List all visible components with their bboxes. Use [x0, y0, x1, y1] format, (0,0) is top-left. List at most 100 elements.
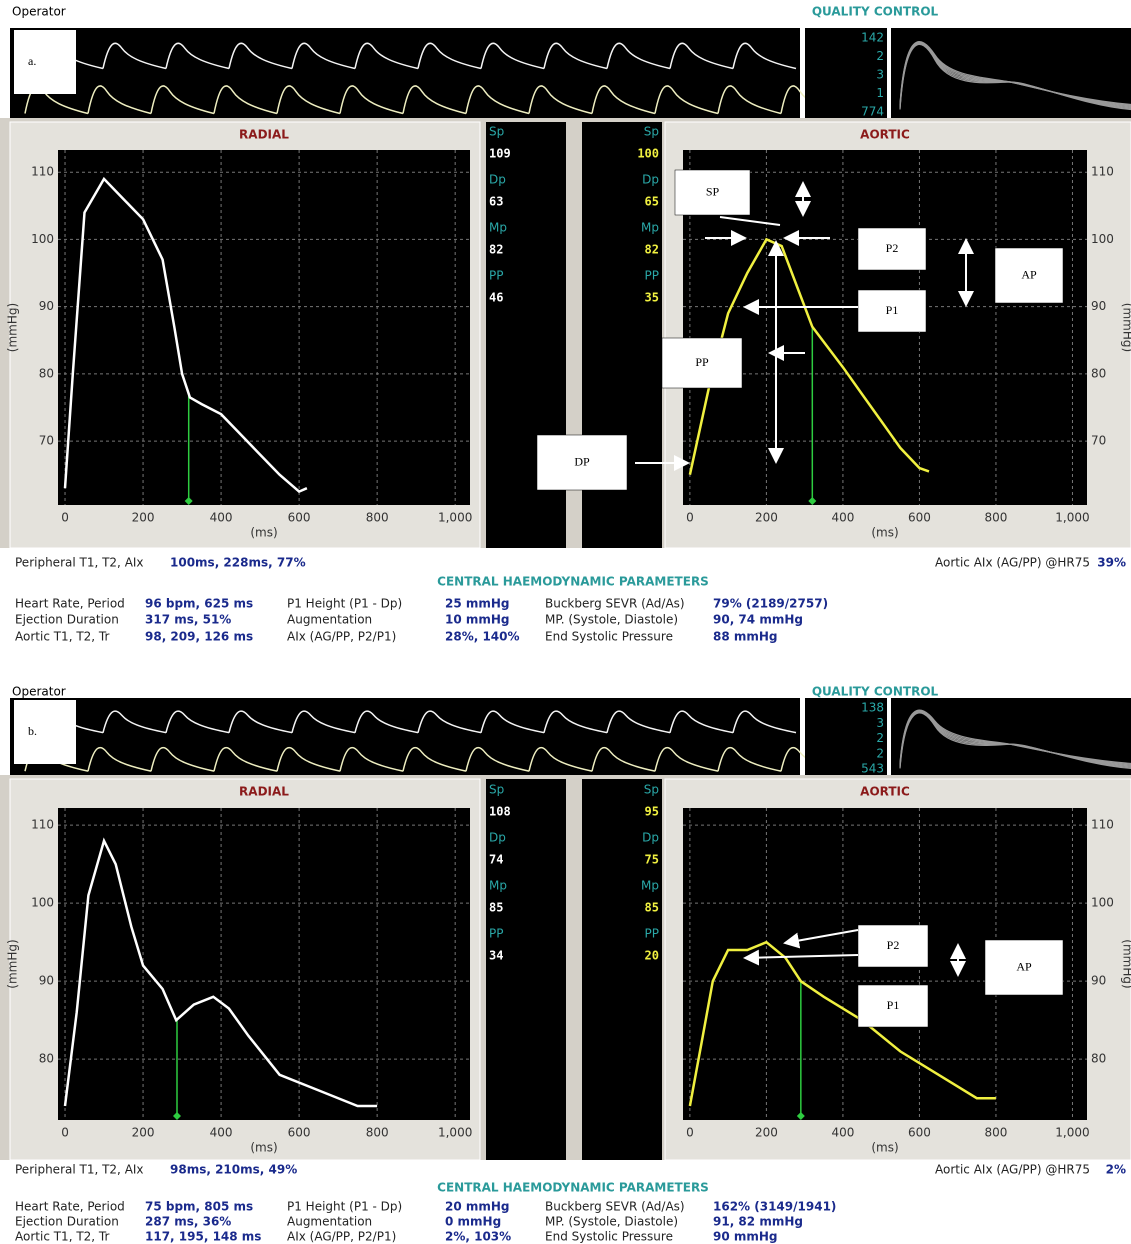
readout-label: Sp	[489, 125, 504, 139]
x-axis-label: (ms)	[250, 526, 277, 540]
panel-label-box	[14, 30, 76, 94]
annotation-label: DP	[574, 454, 590, 468]
param-label: Ejection Duration	[15, 613, 119, 627]
y-tick-label: 110	[31, 818, 54, 832]
param-value: 20 mmHg	[445, 1200, 510, 1214]
param-value: 162% (3149/1941)	[713, 1200, 836, 1214]
annotation-arrow	[743, 949, 859, 966]
x-tick-label: 1,000	[438, 1126, 472, 1140]
param-label: Augmentation	[287, 1215, 372, 1229]
y-tick-label: 100	[31, 232, 54, 246]
info-value: 98ms, 210ms, 49%	[170, 1163, 297, 1177]
param-label: Aortic T1, T2, Tr	[15, 630, 109, 644]
param-value: 117, 195, 148 ms	[145, 1230, 261, 1244]
param-label: AIx (AG/PP, P2/P1)	[287, 630, 396, 644]
overlay-trace	[899, 43, 1131, 111]
param-value: 28%, 140%	[445, 630, 520, 644]
annotation-box	[984, 939, 1064, 996]
x-tick-label: 600	[288, 511, 311, 525]
readout-label: Mp	[489, 879, 507, 893]
operator-label: Operator	[12, 5, 66, 19]
central-title: CENTRAL HAEMODYNAMIC PARAMETERS	[437, 1181, 709, 1195]
x-tick-label: 200	[755, 511, 778, 525]
param-value: 79% (2189/2757)	[713, 597, 828, 611]
annotation-box	[536, 434, 628, 491]
x-tick-label: 1,000	[1055, 1126, 1089, 1140]
param-value: 2%, 103%	[445, 1230, 511, 1244]
y-axis-label: (mmHg)	[1121, 939, 1131, 988]
qc-box	[805, 698, 887, 775]
annotation-label: P1	[886, 303, 899, 317]
x-tick-label: 1,000	[1055, 511, 1089, 525]
readout-label: Dp	[489, 173, 506, 187]
param-label: Heart Rate, Period	[15, 597, 125, 611]
qc-value: 2	[876, 49, 884, 63]
param-label: End Systolic Pressure	[545, 630, 673, 644]
x-tick-label: 0	[686, 1126, 694, 1140]
y-tick-label: 80	[1091, 1052, 1106, 1066]
panel-label: b.	[28, 724, 37, 738]
info-area	[0, 548, 1131, 648]
param-value: 0 mmHg	[445, 1215, 501, 1229]
info-value: 100ms, 228ms, 77%	[170, 556, 306, 570]
readout-value: 85	[489, 901, 503, 915]
annotation-label: AP	[1021, 267, 1037, 281]
annotation-label: PP	[695, 355, 709, 369]
readout-label: Mp	[641, 221, 659, 235]
param-value: 25 mmHg	[445, 597, 510, 611]
info-label: Peripheral T1, T2, AIx	[15, 1163, 144, 1177]
x-tick-label: 200	[132, 511, 155, 525]
x-tick-label: 600	[288, 1126, 311, 1140]
y-tick-label: 100	[1091, 896, 1114, 910]
y-tick-label: 70	[39, 434, 54, 448]
x-tick-label: 0	[61, 1126, 69, 1140]
param-label: Aortic T1, T2, Tr	[15, 1230, 109, 1244]
central-title: CENTRAL HAEMODYNAMIC PARAMETERS	[437, 575, 709, 589]
waveform	[63, 176, 308, 494]
readout-value: 108	[489, 805, 511, 819]
param-label: Ejection Duration	[15, 1215, 119, 1229]
readout-label: PP	[645, 927, 659, 941]
qc-value: 142	[861, 31, 884, 45]
x-tick-label: 1,000	[438, 511, 472, 525]
x-axis-label: (ms)	[250, 1141, 277, 1155]
param-label: Heart Rate, Period	[15, 1200, 125, 1214]
readout-value: 63	[489, 195, 503, 209]
info-value: 39%	[1097, 556, 1126, 570]
readout-value: 85	[645, 901, 659, 915]
info-label: Aortic AIx (AG/PP) @HR75	[935, 556, 1090, 570]
y-tick-label: 110	[1091, 818, 1114, 832]
x-tick-label: 600	[908, 511, 931, 525]
annotation-box	[857, 227, 927, 271]
readout-value: 82	[645, 243, 659, 257]
y-tick-label: 90	[1091, 974, 1106, 988]
info-value: 2%	[1106, 1163, 1126, 1177]
annotation-label: P2	[886, 241, 899, 255]
y-tick-label: 100	[31, 896, 54, 910]
x-tick-label: 800	[366, 511, 389, 525]
x-tick-label: 400	[831, 1126, 854, 1140]
readout-value: 74	[489, 853, 503, 867]
readout-value: 46	[489, 291, 503, 305]
notch-marker	[172, 1112, 181, 1120]
readout-label: PP	[489, 269, 503, 283]
readout-value: 35	[645, 291, 659, 305]
x-axis-label: (ms)	[871, 526, 898, 540]
annotation-label: AP	[1016, 959, 1032, 973]
annotation-box	[994, 247, 1064, 304]
info-label: Aortic AIx (AG/PP) @HR75	[935, 1163, 1090, 1177]
y-tick-label: 80	[39, 1052, 54, 1066]
panel-label-box	[14, 700, 76, 764]
overlay-box	[891, 28, 1131, 118]
x-tick-label: 0	[61, 511, 69, 525]
panel-label: a.	[28, 54, 36, 68]
notch-marker	[184, 497, 193, 505]
annotation-label: P2	[887, 938, 900, 952]
readout-value: 109	[489, 147, 511, 161]
annotation-box	[857, 289, 927, 333]
readout-label: PP	[645, 269, 659, 283]
qc-value: 2	[876, 746, 884, 760]
info-label: Peripheral T1, T2, AIx	[15, 556, 144, 570]
notch-marker	[796, 1112, 805, 1120]
